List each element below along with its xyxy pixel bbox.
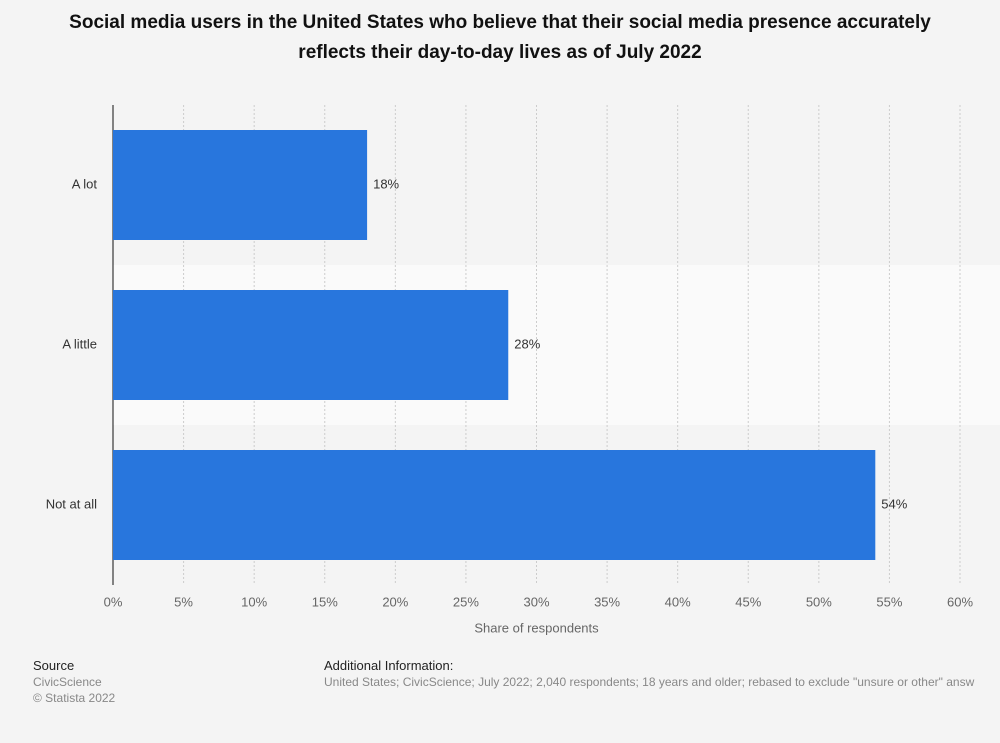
x-tick-label: 10% [241, 594, 267, 609]
x-tick-label: 60% [947, 594, 973, 609]
x-tick-label: 45% [735, 594, 761, 609]
x-tick-label: 20% [382, 594, 408, 609]
x-tick-label: 50% [806, 594, 832, 609]
info-title: Additional Information: [324, 658, 454, 673]
value-label: 18% [373, 176, 399, 191]
source: CivicScience [33, 675, 102, 689]
value-label: 54% [881, 496, 907, 511]
y-tick-label: Not at all [46, 496, 97, 511]
x-tick-label: 40% [665, 594, 691, 609]
x-tick-label: 55% [876, 594, 902, 609]
x-axis-title: Share of respondents [474, 620, 599, 635]
x-tick-label: 5% [174, 594, 193, 609]
bar [113, 130, 368, 240]
chart-title: Social media users in the United States … [69, 12, 931, 63]
info: United States; CivicScience; July 2022; … [324, 675, 975, 689]
bar [113, 450, 876, 560]
x-tick-label: 25% [453, 594, 479, 609]
x-tick-label: 35% [594, 594, 620, 609]
x-tick-label: 15% [312, 594, 338, 609]
y-tick-label: A little [62, 336, 97, 351]
y-tick-label: A lot [72, 176, 98, 191]
chart: 0% 5% 10% 15% 20% 25% 30% 35% 40% 45% 50% 55% 60% Sha… [45, 105, 974, 636]
source-title: Source [33, 658, 75, 673]
bar [113, 290, 509, 400]
value-label: 28% [514, 336, 540, 351]
x-tick-label: 30% [523, 594, 549, 609]
copyright: © Statista 2022 [33, 691, 116, 705]
x-tick-label: 0% [104, 594, 123, 609]
